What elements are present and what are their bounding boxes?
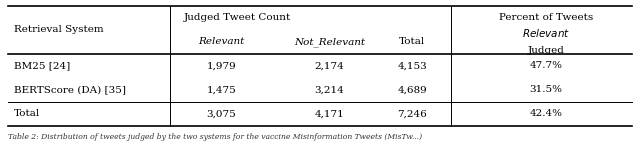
Text: Not_Relevant: Not_Relevant — [294, 37, 365, 47]
Text: 7,246: 7,246 — [397, 110, 428, 118]
Text: Percent of Tweets: Percent of Tweets — [499, 13, 593, 22]
Text: 3,214: 3,214 — [315, 85, 344, 94]
Text: Total: Total — [399, 37, 426, 46]
Text: 4,689: 4,689 — [397, 85, 428, 94]
Text: Judged: Judged — [528, 46, 564, 55]
Text: BERTScore (DA) [35]: BERTScore (DA) [35] — [14, 85, 126, 94]
Text: 3,075: 3,075 — [206, 110, 236, 118]
Text: 42.4%: 42.4% — [530, 110, 563, 118]
Text: Relevant: Relevant — [198, 37, 244, 46]
Text: 4,171: 4,171 — [315, 110, 344, 118]
Text: 4,153: 4,153 — [397, 61, 428, 70]
Text: 31.5%: 31.5% — [530, 85, 563, 94]
Text: 1,979: 1,979 — [206, 61, 236, 70]
Text: $\it{Relevant}$: $\it{Relevant}$ — [522, 27, 570, 39]
Text: BM25 [24]: BM25 [24] — [14, 61, 70, 70]
Text: Retrieval System: Retrieval System — [14, 25, 104, 34]
Text: Total: Total — [14, 110, 40, 118]
Text: 2,174: 2,174 — [315, 61, 344, 70]
Text: Table 2: Distribution of tweets judged by the two systems for the vaccine Misinf: Table 2: Distribution of tweets judged b… — [8, 133, 422, 141]
Text: 1,475: 1,475 — [206, 85, 236, 94]
Text: Judged Tweet Count: Judged Tweet Count — [184, 13, 291, 22]
Text: 47.7%: 47.7% — [530, 61, 563, 70]
